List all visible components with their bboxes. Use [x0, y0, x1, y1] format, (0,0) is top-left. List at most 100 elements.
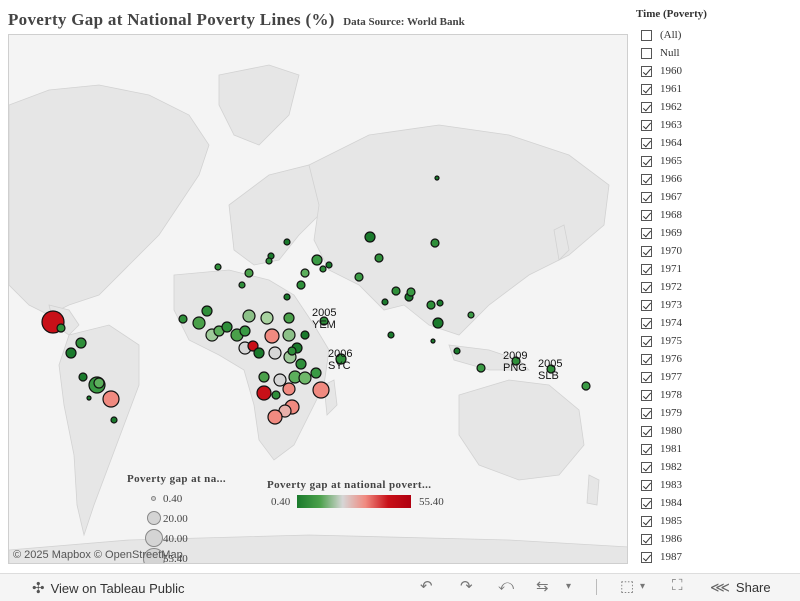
filter-item[interactable]: 1969: [636, 224, 796, 242]
country-marker[interactable]: [283, 312, 295, 324]
country-marker[interactable]: [546, 364, 556, 374]
country-marker[interactable]: [102, 390, 120, 408]
country-marker[interactable]: [214, 263, 222, 271]
country-marker[interactable]: [282, 382, 296, 396]
country-marker[interactable]: [430, 238, 440, 248]
country-marker[interactable]: [298, 371, 312, 385]
country-marker[interactable]: [581, 381, 591, 391]
country-marker[interactable]: [178, 314, 188, 324]
country-marker[interactable]: [221, 321, 233, 333]
country-marker[interactable]: [78, 372, 88, 382]
country-marker[interactable]: [273, 373, 287, 387]
country-marker[interactable]: [300, 330, 310, 340]
filter-item[interactable]: 1961: [636, 80, 796, 98]
filter-item[interactable]: 1979: [636, 404, 796, 422]
checkbox[interactable]: [641, 209, 652, 221]
checkbox[interactable]: [641, 461, 652, 473]
world-map[interactable]: 2005 YEM 2006 SYC 2009 PNG 2005 SLB Pove…: [8, 34, 628, 564]
filter-item[interactable]: 1976: [636, 350, 796, 368]
country-marker[interactable]: [319, 265, 327, 273]
chevron-down-icon[interactable]: ▾: [640, 581, 646, 592]
checkbox[interactable]: [641, 353, 652, 365]
checkbox[interactable]: [641, 29, 652, 41]
filter-item[interactable]: 1963: [636, 116, 796, 134]
country-marker[interactable]: [467, 311, 475, 319]
country-marker[interactable]: [253, 347, 265, 359]
filter-item[interactable]: 1971: [636, 260, 796, 278]
country-marker[interactable]: [364, 231, 376, 243]
download-icon[interactable]: ⬚: [620, 578, 635, 595]
country-marker[interactable]: [93, 377, 105, 389]
country-marker[interactable]: [476, 363, 486, 373]
country-marker[interactable]: [56, 323, 66, 333]
filter-item[interactable]: 1962: [636, 98, 796, 116]
filter-item[interactable]: 1974: [636, 314, 796, 332]
country-marker[interactable]: [242, 309, 256, 323]
checkbox[interactable]: [641, 263, 652, 275]
checkbox[interactable]: [641, 83, 652, 95]
filter-item[interactable]: 1972: [636, 278, 796, 296]
country-marker[interactable]: [296, 280, 306, 290]
checkbox[interactable]: [641, 407, 652, 419]
revert-icon[interactable]: ⤺: [498, 577, 515, 594]
country-marker[interactable]: [325, 261, 333, 269]
country-marker[interactable]: [432, 317, 444, 329]
country-marker[interactable]: [244, 268, 254, 278]
filter-item[interactable]: 1983: [636, 476, 796, 494]
refresh-icon[interactable]: ⇆: [536, 578, 549, 595]
country-marker[interactable]: [283, 238, 291, 246]
country-marker[interactable]: [247, 340, 259, 352]
country-marker[interactable]: [295, 358, 307, 370]
country-marker[interactable]: [310, 367, 322, 379]
filter-item[interactable]: 1968: [636, 206, 796, 224]
country-marker[interactable]: [110, 416, 118, 424]
filter-item[interactable]: Null: [636, 44, 796, 62]
country-marker[interactable]: [430, 338, 436, 344]
filter-item[interactable]: 1973: [636, 296, 796, 314]
country-marker[interactable]: [239, 325, 251, 337]
country-marker[interactable]: [192, 316, 206, 330]
filter-item[interactable]: 1987: [636, 548, 796, 566]
filter-item[interactable]: 1985: [636, 512, 796, 530]
checkbox[interactable]: [641, 65, 652, 77]
filter-item[interactable]: 1960: [636, 62, 796, 80]
filter-item[interactable]: 1978: [636, 386, 796, 404]
country-marker[interactable]: [256, 385, 272, 401]
checkbox[interactable]: [641, 245, 652, 257]
checkbox[interactable]: [641, 227, 652, 239]
filter-item[interactable]: 1984: [636, 494, 796, 512]
filter-item[interactable]: 1977: [636, 368, 796, 386]
filter-item[interactable]: 1975: [636, 332, 796, 350]
checkbox[interactable]: [641, 479, 652, 491]
checkbox[interactable]: [641, 299, 652, 311]
country-marker[interactable]: [283, 293, 291, 301]
country-marker[interactable]: [381, 298, 389, 306]
checkbox[interactable]: [641, 317, 652, 329]
country-marker[interactable]: [260, 311, 274, 325]
checkbox[interactable]: [641, 101, 652, 113]
filter-item[interactable]: (All): [636, 26, 796, 44]
filter-item[interactable]: 1982: [636, 458, 796, 476]
country-marker[interactable]: [265, 257, 273, 265]
country-marker[interactable]: [391, 286, 401, 296]
checkbox[interactable]: [641, 515, 652, 527]
view-on-tableau-button[interactable]: ✣ View on Tableau Public: [32, 579, 185, 597]
checkbox[interactable]: [641, 533, 652, 545]
country-marker[interactable]: [436, 299, 444, 307]
country-marker[interactable]: [319, 316, 329, 326]
country-marker[interactable]: [271, 390, 281, 400]
checkbox[interactable]: [641, 155, 652, 167]
checkbox[interactable]: [641, 425, 652, 437]
checkbox[interactable]: [641, 371, 652, 383]
country-marker[interactable]: [75, 337, 87, 349]
filter-item[interactable]: 1980: [636, 422, 796, 440]
undo-icon[interactable]: ↶: [420, 578, 433, 595]
share-button[interactable]: ⋘ Share: [710, 579, 771, 596]
country-marker[interactable]: [434, 175, 440, 181]
country-marker[interactable]: [354, 272, 364, 282]
map-attribution[interactable]: © 2025 Mapbox © OpenStreetMap: [13, 549, 183, 561]
country-marker[interactable]: [300, 268, 310, 278]
checkbox[interactable]: [641, 47, 652, 59]
checkbox[interactable]: [641, 191, 652, 203]
checkbox[interactable]: [641, 335, 652, 347]
